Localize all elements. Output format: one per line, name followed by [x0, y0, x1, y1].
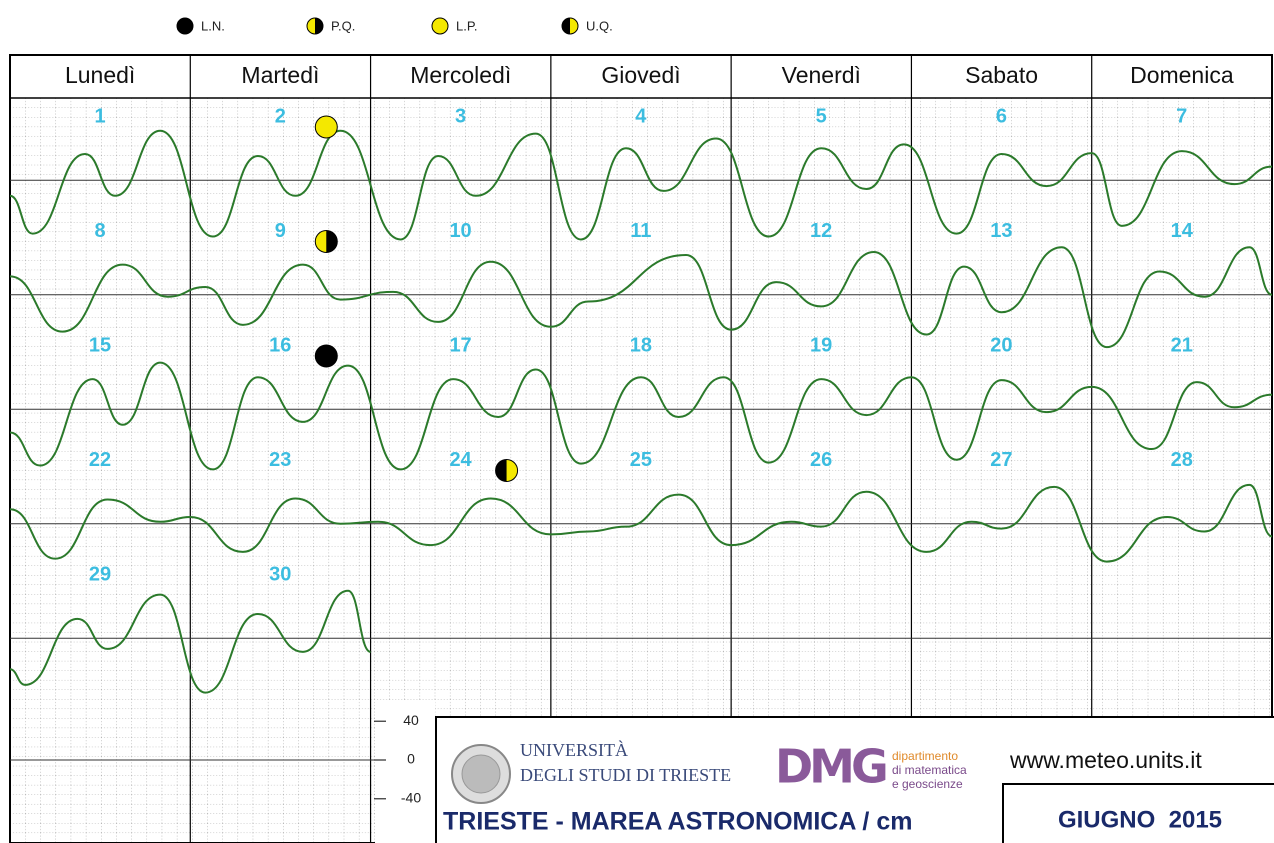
day-number: 28 — [1171, 449, 1193, 471]
moon-icon — [431, 17, 449, 35]
department: di matematica — [892, 763, 967, 777]
website: www.meteo.units.it — [1009, 747, 1202, 773]
day-number: 20 — [990, 334, 1012, 356]
day-number: 7 — [1176, 105, 1187, 127]
day-number: 21 — [1171, 334, 1193, 356]
university-seal-inner — [461, 754, 501, 794]
weekday: Martedì — [241, 62, 319, 88]
university-name: DEGLI STUDI DI TRIESTE — [520, 765, 731, 785]
day-number: 11 — [630, 220, 651, 242]
day-number: 1 — [94, 105, 105, 127]
moon-disc — [314, 344, 338, 368]
moon-half — [495, 459, 507, 482]
dmg-logo: DMG — [775, 740, 886, 794]
weekday: Venerdì — [782, 62, 861, 88]
tide-curve — [9, 361, 1273, 471]
day-number: 26 — [810, 449, 832, 471]
moon-icon — [306, 17, 324, 35]
moon-disc — [314, 115, 338, 139]
legend-label: P.Q. — [331, 18, 355, 33]
day-number: 4 — [635, 105, 647, 127]
day-number: 23 — [269, 449, 291, 471]
moon-icon — [176, 17, 194, 35]
moon-icon — [314, 344, 338, 368]
legend-label: L.N. — [201, 18, 225, 33]
legend-label: L.P. — [456, 18, 477, 33]
day-number: 30 — [269, 563, 291, 585]
tide-curve — [9, 483, 1273, 563]
moon-half — [326, 230, 338, 253]
department: e geoscienze — [892, 777, 963, 791]
day-number: 17 — [449, 334, 471, 356]
scale-tick-label: 40 — [403, 712, 419, 728]
weekday: Lunedì — [65, 62, 135, 88]
day-number: 12 — [810, 220, 832, 242]
day-number: 9 — [275, 220, 286, 242]
chart-title: TRIESTE - MAREA ASTRONOMICA / cm — [443, 808, 912, 836]
tide-curve — [9, 589, 372, 694]
day-number: 25 — [630, 449, 652, 471]
day-number: 29 — [89, 563, 111, 585]
day-number: 27 — [990, 449, 1012, 471]
day-number: 2 — [275, 105, 286, 127]
weekday: Domenica — [1130, 62, 1234, 88]
month-title: GIUGNO 2015 — [1058, 806, 1222, 833]
university-name: UNIVERSITÀ — [520, 739, 628, 760]
day-number: 6 — [996, 105, 1007, 127]
moon-icon — [495, 459, 519, 482]
day-number: 14 — [1171, 220, 1194, 242]
tide-curve — [9, 129, 1273, 241]
day-number: 3 — [455, 105, 466, 127]
weekday: Giovedì — [601, 62, 680, 88]
day-number: 15 — [89, 334, 111, 356]
scale-tick-label: 0 — [407, 751, 415, 767]
day-number: 19 — [810, 334, 832, 356]
weekday: Mercoledì — [410, 62, 511, 88]
weekday: Sabato — [965, 62, 1038, 88]
day-number: 24 — [449, 449, 472, 471]
moon-half — [562, 18, 570, 34]
day-number: 18 — [630, 334, 652, 356]
day-number: 10 — [449, 220, 471, 242]
scale-area — [375, 700, 435, 843]
day-number: 8 — [94, 220, 105, 242]
moon-icon — [314, 115, 338, 139]
frame — [9, 54, 1273, 843]
day-number: 5 — [816, 105, 827, 127]
day-number: 16 — [269, 334, 291, 356]
tide-curve — [9, 246, 1273, 349]
moon-half — [315, 18, 323, 34]
moon-disc — [176, 17, 194, 35]
day-number: 13 — [990, 220, 1012, 242]
day-number: 22 — [89, 449, 111, 471]
scale-tick-label: -40 — [401, 790, 421, 806]
moon-icon — [314, 230, 338, 253]
legend-label: U.Q. — [586, 18, 613, 33]
department: dipartimento — [892, 749, 958, 763]
month-box — [1002, 783, 1274, 843]
moon-disc — [431, 17, 449, 35]
moon-icon — [561, 17, 579, 35]
